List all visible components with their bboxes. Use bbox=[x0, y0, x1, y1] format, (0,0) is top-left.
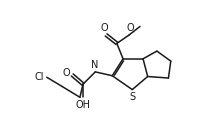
Text: O: O bbox=[127, 23, 135, 33]
Text: Cl: Cl bbox=[35, 72, 44, 82]
Text: O: O bbox=[62, 68, 70, 78]
Text: O: O bbox=[101, 23, 108, 33]
Text: OH: OH bbox=[75, 100, 91, 110]
Text: N: N bbox=[91, 60, 98, 70]
Text: S: S bbox=[129, 92, 135, 102]
